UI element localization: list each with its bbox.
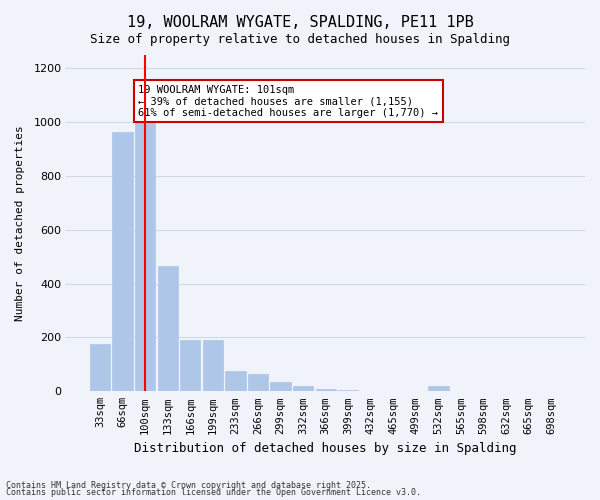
Text: Size of property relative to detached houses in Spalding: Size of property relative to detached ho… <box>90 32 510 46</box>
Bar <box>158 266 178 392</box>
Bar <box>112 132 133 392</box>
Bar <box>248 374 268 392</box>
Bar <box>225 371 245 392</box>
Text: 19 WOOLRAM WYGATE: 101sqm
← 39% of detached houses are smaller (1,155)
61% of se: 19 WOOLRAM WYGATE: 101sqm ← 39% of detac… <box>139 84 439 118</box>
X-axis label: Distribution of detached houses by size in Spalding: Distribution of detached houses by size … <box>134 442 517 455</box>
Y-axis label: Number of detached properties: Number of detached properties <box>15 126 25 321</box>
Bar <box>271 382 290 392</box>
Text: Contains public sector information licensed under the Open Government Licence v3: Contains public sector information licen… <box>6 488 421 497</box>
Bar <box>90 344 110 392</box>
Bar <box>135 120 155 392</box>
Bar <box>203 340 223 392</box>
Text: Contains HM Land Registry data © Crown copyright and database right 2025.: Contains HM Land Registry data © Crown c… <box>6 480 371 490</box>
Bar <box>293 386 313 392</box>
Bar <box>428 386 449 392</box>
Bar <box>316 388 336 392</box>
Bar <box>338 390 358 392</box>
Bar <box>180 340 200 392</box>
Text: 19, WOOLRAM WYGATE, SPALDING, PE11 1PB: 19, WOOLRAM WYGATE, SPALDING, PE11 1PB <box>127 15 473 30</box>
